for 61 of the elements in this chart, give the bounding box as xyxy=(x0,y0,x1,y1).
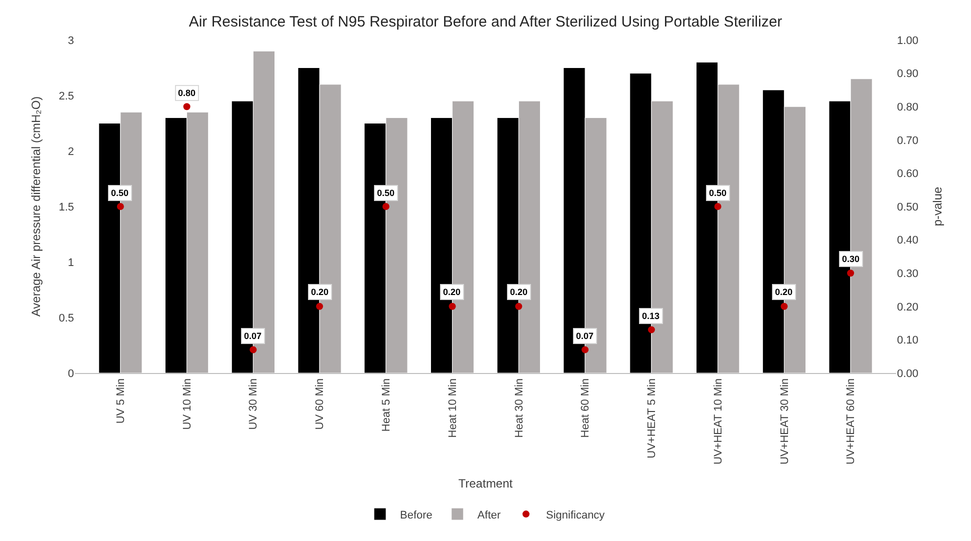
x-tick-label: UV 30 Min xyxy=(248,378,260,430)
x-tick-label: UV+HEAT 10 Min xyxy=(712,378,724,465)
x-tick-label: UV+HEAT 30 Min xyxy=(778,378,791,465)
point xyxy=(382,203,390,210)
data-label: 0.20 xyxy=(443,287,461,297)
y-tick-label: 0 xyxy=(68,368,74,380)
y2-tick-label: 0.00 xyxy=(897,368,918,380)
x-tick-label: Heat 30 Min xyxy=(513,378,526,438)
y2-tick-label: 0.90 xyxy=(897,68,918,80)
y2-tick-label: 0.30 xyxy=(897,268,918,280)
y-tick-label: 2 xyxy=(68,146,74,158)
y2-tick-label: 0.70 xyxy=(897,134,918,147)
x-axis-title: Treatment xyxy=(458,476,514,490)
data-label: 0.80 xyxy=(178,88,196,98)
y2-tick-label: 0.60 xyxy=(897,168,918,180)
data-label: 0.20 xyxy=(510,287,528,297)
point xyxy=(183,103,190,110)
y2-tick-label: 1.00 xyxy=(897,34,918,47)
y2-tick-label: 0.10 xyxy=(897,334,918,347)
data-label: 0.07 xyxy=(244,331,262,341)
y-tick-label: 3 xyxy=(68,34,74,47)
x-tick-label: Heat 60 Min xyxy=(580,378,592,438)
data-label: 0.20 xyxy=(311,287,329,297)
y2-tick-label: 0.20 xyxy=(897,301,918,314)
y-axis-title: Average Air pressure differential (cmH₂O) xyxy=(29,96,44,317)
x-tick-label: UV+HEAT 60 Min xyxy=(845,378,858,465)
data-label: 0.50 xyxy=(111,188,129,198)
data-label: 0.30 xyxy=(842,254,860,264)
point xyxy=(316,302,324,310)
y2-axis-title: p-value xyxy=(930,186,944,226)
legend-label: Significancy xyxy=(546,509,606,522)
x-tick-label: UV 5 Min xyxy=(115,378,128,424)
point xyxy=(847,270,854,277)
point xyxy=(515,302,522,310)
x-tick-label: Heat 10 Min xyxy=(446,378,459,438)
y2-tick-label: 0.40 xyxy=(897,234,918,247)
y-tick-label: 2.5 xyxy=(58,90,74,102)
chart-title: Air Resistance Test of N95 Respirator Before and After Sterilized Using Portable Sterilizer xyxy=(188,14,782,31)
point xyxy=(448,302,456,310)
point xyxy=(714,203,722,210)
y-tick-label: 0.5 xyxy=(58,312,74,324)
x-tick-label: UV 10 Min xyxy=(181,378,194,430)
legend-label: Before xyxy=(400,509,432,522)
point xyxy=(582,346,589,354)
x-tick-label: UV 60 Min xyxy=(314,378,326,430)
data-label: 0.20 xyxy=(775,287,793,297)
y-tick-label: 1.5 xyxy=(58,201,74,214)
y2-tick-label: 0.80 xyxy=(897,101,918,114)
x-tick-label: Heat 5 Min xyxy=(380,378,393,432)
data-label: 0.07 xyxy=(576,331,594,341)
point xyxy=(116,203,124,210)
legend-label: After xyxy=(477,509,501,522)
y2-tick-label: 0.50 xyxy=(897,201,918,214)
point xyxy=(780,302,788,310)
point xyxy=(250,346,257,354)
data-label: 0.50 xyxy=(377,188,395,198)
point xyxy=(648,326,655,334)
data-label: 0.50 xyxy=(709,188,727,198)
y-tick-label: 1 xyxy=(68,256,74,269)
data-label: 0.13 xyxy=(642,311,660,321)
x-tick-label: UV+HEAT 5 Min xyxy=(646,378,658,458)
